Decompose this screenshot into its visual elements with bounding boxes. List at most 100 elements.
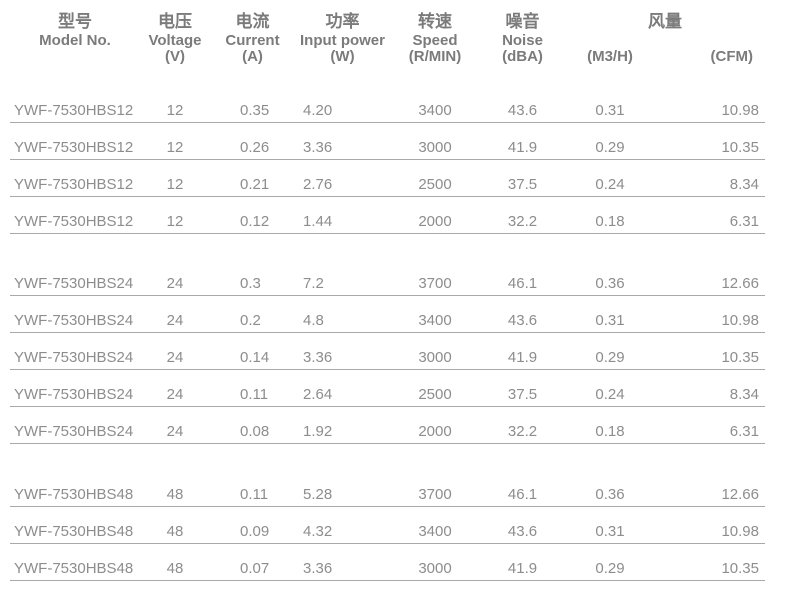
header-current-en: Current — [225, 32, 280, 50]
cell-airflow-cfm: 10.35 — [655, 122, 765, 160]
cell-current: 0.11 — [210, 469, 295, 507]
cell-current: 0.2 — [210, 295, 295, 333]
header-speed-unit: (R/MIN) — [408, 48, 462, 66]
cell-current: 0.11 — [210, 369, 295, 407]
cell-airflow-m3h: 0.29 — [565, 122, 655, 160]
table-row: YWF-7530HBS12 12 0.35 4.20 3400 43.6 0.3… — [10, 85, 765, 123]
header-airflow-cn: 风量 — [648, 12, 682, 32]
cell-voltage: 48 — [140, 543, 210, 581]
cell-airflow-cfm: 12.66 — [655, 258, 765, 296]
cell-voltage: 48 — [140, 469, 210, 507]
cell-voltage: 12 — [140, 122, 210, 160]
header-power-unit: (W) — [330, 48, 355, 66]
cell-airflow-m3h: 0.31 — [565, 85, 655, 123]
cell-speed: 3400 — [390, 506, 480, 544]
cell-current: 0.3 — [210, 258, 295, 296]
cell-voltage: 24 — [140, 406, 210, 444]
table-row: YWF-7530HBS12 12 0.26 3.36 3000 41.9 0.2… — [10, 122, 765, 160]
header-row-english: Model No. Voltage Current Input power Sp… — [10, 32, 765, 49]
cell-airflow-m3h: 0.36 — [565, 258, 655, 296]
cell-airflow-m3h: 0.18 — [565, 406, 655, 444]
cell-voltage: 12 — [140, 85, 210, 123]
cell-speed: 2500 — [390, 159, 480, 197]
cell-airflow-cfm: 10.98 — [655, 295, 765, 333]
cell-power: 3.36 — [295, 543, 390, 581]
cell-noise: 37.5 — [480, 159, 565, 197]
table-header: 型号 电压 电流 功率 转速 噪音 风量 Model No. Voltage C… — [10, 0, 765, 65]
cell-current: 0.08 — [210, 406, 295, 444]
cell-airflow-cfm: 6.31 — [655, 196, 765, 234]
cell-power: 1.44 — [295, 196, 390, 234]
cell-voltage: 12 — [140, 196, 210, 234]
cell-model: YWF-7530HBS24 — [10, 332, 140, 370]
cell-airflow-m3h: 0.31 — [565, 506, 655, 544]
header-model-en: Model No. — [39, 32, 111, 50]
cell-model: YWF-7530HBS24 — [10, 406, 140, 444]
table-row: YWF-7530HBS48 48 0.07 3.36 3000 41.9 0.2… — [10, 543, 765, 581]
cell-voltage: 24 — [140, 369, 210, 407]
cell-airflow-m3h: 0.24 — [565, 369, 655, 407]
cell-model: YWF-7530HBS12 — [10, 122, 140, 160]
header-voltage-en: Voltage — [148, 32, 202, 50]
cell-power: 4.20 — [295, 85, 390, 123]
cell-airflow-m3h: 0.36 — [565, 469, 655, 507]
header-voltage-cn: 电压 — [158, 12, 192, 32]
header-power-cn: 功率 — [325, 12, 360, 32]
cell-model: YWF-7530HBS24 — [10, 295, 140, 333]
cell-airflow-cfm: 10.98 — [655, 85, 765, 123]
header-voltage-unit: (V) — [165, 48, 185, 66]
cell-airflow-cfm: 8.34 — [655, 369, 765, 407]
cell-noise: 32.2 — [480, 406, 565, 444]
cell-noise: 46.1 — [480, 258, 565, 296]
cell-model: YWF-7530HBS24 — [10, 258, 140, 296]
cell-voltage: 48 — [140, 506, 210, 544]
cell-power: 3.36 — [295, 332, 390, 370]
header-model-unit — [10, 49, 140, 65]
header-row-units: (V) (A) (W) (R/MIN) (dBA) (M3/H) (CFM) — [10, 49, 765, 65]
cell-model: YWF-7530HBS12 — [10, 159, 140, 197]
table-row: YWF-7530HBS12 12 0.21 2.76 2500 37.5 0.2… — [10, 159, 765, 197]
cell-noise: 46.1 — [480, 469, 565, 507]
header-cfm-unit: (CFM) — [710, 48, 753, 66]
header-gap — [10, 65, 765, 85]
cell-airflow-cfm: 10.35 — [655, 332, 765, 370]
cell-voltage: 24 — [140, 332, 210, 370]
cell-model: YWF-7530HBS24 — [10, 369, 140, 407]
cell-model: YWF-7530HBS48 — [10, 543, 140, 581]
cell-current: 0.07 — [210, 543, 295, 581]
cell-current: 0.21 — [210, 159, 295, 197]
cell-noise: 41.9 — [480, 332, 565, 370]
fan-spec-table: 型号 电压 电流 功率 转速 噪音 风量 Model No. Voltage C… — [10, 0, 765, 581]
cell-airflow-m3h: 0.24 — [565, 159, 655, 197]
cell-airflow-m3h: 0.18 — [565, 196, 655, 234]
header-speed-cn: 转速 — [418, 12, 452, 32]
cell-airflow-cfm: 6.31 — [655, 406, 765, 444]
cell-speed: 3000 — [390, 122, 480, 160]
cell-voltage: 24 — [140, 295, 210, 333]
table-row: YWF-7530HBS24 24 0.11 2.64 2500 37.5 0.2… — [10, 369, 765, 407]
cell-voltage: 12 — [140, 159, 210, 197]
cell-noise: 43.6 — [480, 295, 565, 333]
cell-airflow-m3h: 0.31 — [565, 295, 655, 333]
header-airflow-en-spacer — [565, 32, 765, 49]
table-row: YWF-7530HBS48 48 0.09 4.32 3400 43.6 0.3… — [10, 506, 765, 544]
cell-speed: 3000 — [390, 543, 480, 581]
cell-noise: 41.9 — [480, 543, 565, 581]
model-group-hbs24: YWF-7530HBS24 24 0.3 7.2 3700 46.1 0.36 … — [10, 233, 765, 444]
header-power-en: Input power — [300, 32, 385, 50]
cell-speed: 3400 — [390, 295, 480, 333]
cell-noise: 43.6 — [480, 85, 565, 123]
table-row: YWF-7530HBS24 24 0.14 3.36 3000 41.9 0.2… — [10, 332, 765, 370]
cell-airflow-m3h: 0.29 — [565, 332, 655, 370]
cell-current: 0.26 — [210, 122, 295, 160]
header-current-unit: (A) — [242, 48, 263, 66]
cell-model: YWF-7530HBS12 — [10, 85, 140, 123]
cell-power: 2.64 — [295, 369, 390, 407]
cell-current: 0.12 — [210, 196, 295, 234]
cell-airflow-cfm: 12.66 — [655, 469, 765, 507]
cell-power: 4.32 — [295, 506, 390, 544]
table-row: YWF-7530HBS48 48 0.11 5.28 3700 46.1 0.3… — [10, 469, 765, 507]
cell-noise: 32.2 — [480, 196, 565, 234]
cell-noise: 41.9 — [480, 122, 565, 160]
cell-speed: 2000 — [390, 406, 480, 444]
